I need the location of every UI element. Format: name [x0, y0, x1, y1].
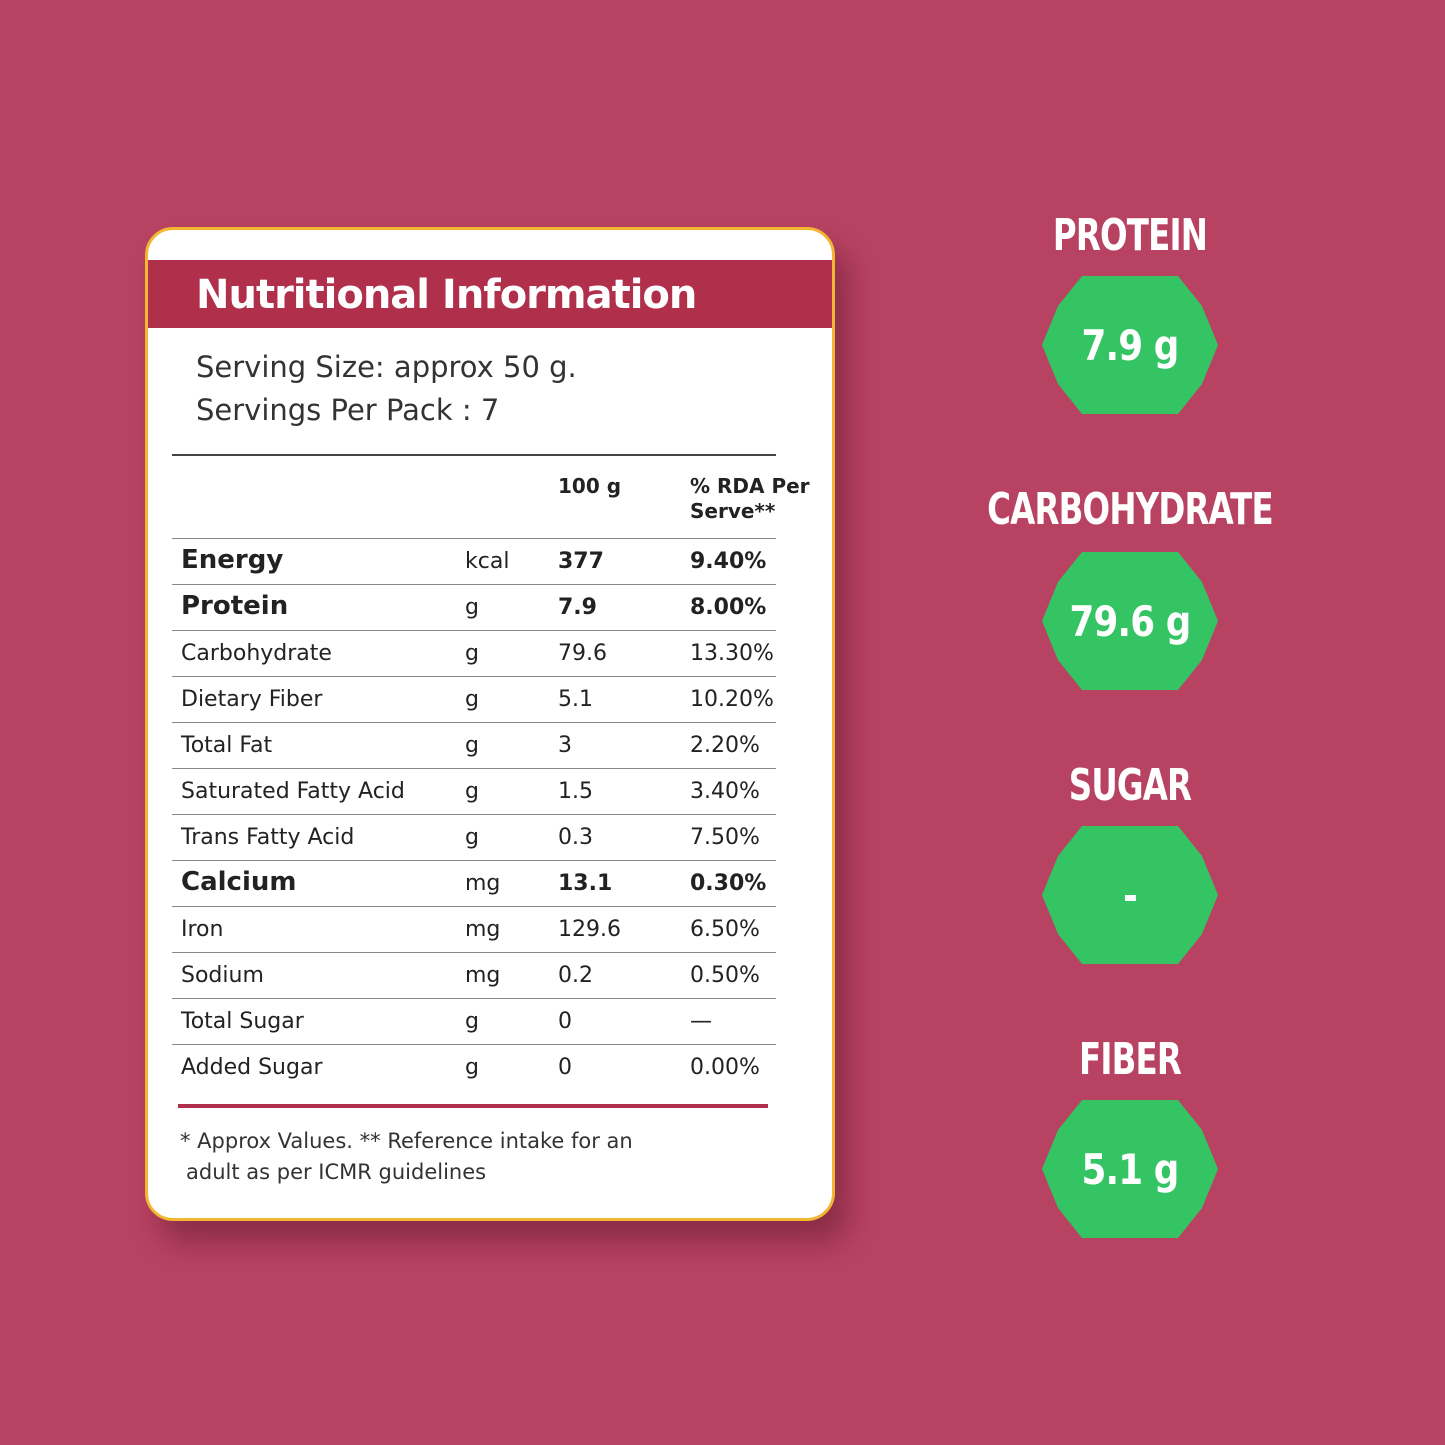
badge-shape-icon [1042, 1100, 1218, 1238]
nutrient-rda: 10.20% [690, 687, 774, 712]
table-row: Energy kcal 377 9.40% [172, 538, 776, 584]
value-badge: 79.6 g [1042, 552, 1218, 690]
nutrient-value: 5.1 [558, 687, 593, 712]
nutrient-unit: mg [465, 871, 501, 896]
nutrition-table: Energy kcal 377 9.40% Protein g 7.9 8.00% Carboh… [172, 538, 776, 1090]
nutrient-unit: g [465, 687, 479, 712]
badge-label: CARBOHYDRATE [987, 484, 1274, 535]
badge-value: 5.1 g [1081, 1144, 1180, 1194]
table-row: Carbohydrate g 79.6 13.30% [172, 630, 776, 676]
value-badge: - [1042, 826, 1218, 964]
footnote-line-1: * Approx Values. ** Reference intake for… [180, 1129, 633, 1153]
nutrient-unit: g [465, 641, 479, 666]
nutrient-value: 79.6 [558, 641, 607, 666]
column-header-rda: % RDA Per Serve** [690, 474, 810, 524]
nutrient-name: Total Fat [181, 733, 273, 758]
serving-info: Serving Size: approx 50 g. Servings Per … [196, 346, 577, 432]
nutrient-value: 1.5 [558, 779, 593, 804]
nutrient-unit: g [465, 595, 479, 620]
column-header-rda-line1: % RDA Per [690, 474, 810, 498]
nutrient-rda: 13.30% [690, 641, 774, 666]
panel-title: Nutritional Information [196, 272, 697, 318]
nutrient-rda: 6.50% [690, 917, 760, 942]
footnote: * Approx Values. ** Reference intake for… [180, 1126, 780, 1188]
value-badge: 7.9 g [1042, 276, 1218, 414]
nutrient-rda: — [690, 1009, 712, 1034]
nutrient-unit: g [465, 779, 479, 804]
table-row: Protein g 7.9 8.00% [172, 584, 776, 630]
table-row: Iron mg 129.6 6.50% [172, 906, 776, 952]
nutrient-value: 0 [558, 1009, 572, 1034]
nutrient-rda: 7.50% [690, 825, 760, 850]
nutrient-name: Saturated Fatty Acid [181, 779, 405, 804]
nutrient-rda: 3.40% [690, 779, 760, 804]
nutrient-unit: g [465, 825, 479, 850]
badge-shape-icon [1042, 552, 1218, 690]
column-header-rda-line2: Serve** [690, 499, 776, 523]
nutrient-value: 377 [558, 549, 604, 574]
nutrient-name: Iron [181, 917, 224, 942]
servings-per-pack: Servings Per Pack : 7 [196, 393, 500, 427]
nutrient-rda: 2.20% [690, 733, 760, 758]
nutrient-value: 7.9 [558, 595, 597, 620]
badge-value: - [1123, 870, 1138, 920]
nutrient-unit: g [465, 1055, 479, 1080]
nutrient-value: 129.6 [558, 917, 621, 942]
nutrient-rda: 0.50% [690, 963, 760, 988]
nutrient-rda: 9.40% [690, 549, 767, 574]
nutrient-name: Dietary Fiber [181, 687, 323, 712]
nutrient-rda: 0.00% [690, 1055, 760, 1080]
nutrition-panel: Nutritional Information Serving Size: ap… [145, 227, 835, 1221]
table-row: Dietary Fiber g 5.1 10.20% [172, 676, 776, 722]
nutrient-unit: mg [465, 917, 501, 942]
nutrient-name: Carbohydrate [181, 641, 332, 666]
nutrient-rda: 8.00% [690, 595, 767, 620]
footnote-line-2: adult as per ICMR guidelines [186, 1160, 487, 1184]
panel-header: Nutritional Information [148, 260, 832, 328]
nutrient-unit: mg [465, 963, 501, 988]
nutrient-name: Total Sugar [181, 1009, 304, 1034]
badge-label: FIBER [1078, 1034, 1182, 1085]
column-header-100g: 100 g [558, 474, 622, 498]
badge-value: 7.9 g [1081, 320, 1180, 370]
badge-value: 79.6 g [1069, 596, 1192, 646]
nutrient-value: 0 [558, 1055, 572, 1080]
table-row: Total Sugar g 0 — [172, 998, 776, 1044]
nutrient-name: Sodium [181, 963, 264, 988]
value-badge: 5.1 g [1042, 1100, 1218, 1238]
badge-shape-icon [1042, 276, 1218, 414]
nutrient-rda: 0.30% [690, 871, 767, 896]
table-row: Calcium mg 13.1 0.30% [172, 860, 776, 906]
nutrient-value: 0.2 [558, 963, 593, 988]
serving-size: Serving Size: approx 50 g. [196, 350, 577, 384]
nutrient-name: Calcium [181, 867, 297, 897]
nutrient-name: Added Sugar [181, 1055, 323, 1080]
nutrient-unit: g [465, 733, 479, 758]
nutrient-name: Protein [181, 591, 289, 621]
table-row: Total Fat g 3 2.20% [172, 722, 776, 768]
nutrient-value: 3 [558, 733, 572, 758]
badge-label: SUGAR [1068, 760, 1192, 811]
table-row: Saturated Fatty Acid g 1.5 3.40% [172, 768, 776, 814]
badge-shape-icon [1042, 826, 1218, 964]
badge-label: PROTEIN [1052, 210, 1208, 261]
nutrient-name: Trans Fatty Acid [181, 825, 355, 850]
table-bottom-divider [178, 1104, 768, 1108]
table-row: Sodium mg 0.2 0.50% [172, 952, 776, 998]
nutrient-unit: kcal [465, 549, 510, 574]
table-row: Added Sugar g 0 0.00% [172, 1044, 776, 1090]
table-row: Trans Fatty Acid g 0.3 7.50% [172, 814, 776, 860]
nutrient-unit: g [465, 1009, 479, 1034]
nutrient-value: 13.1 [558, 871, 613, 896]
header-divider [172, 454, 776, 456]
nutrient-value: 0.3 [558, 825, 593, 850]
nutrient-name: Energy [181, 545, 284, 575]
